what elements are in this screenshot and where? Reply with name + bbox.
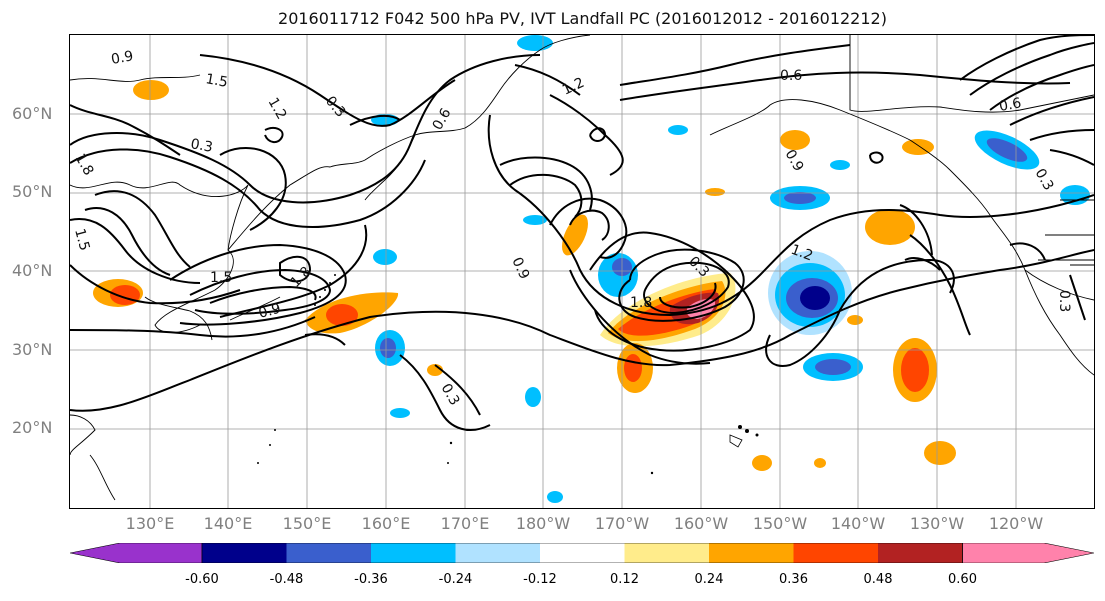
colorbar-tick: -0.36 bbox=[354, 572, 388, 587]
anomaly-positive-midpac bbox=[562, 214, 588, 256]
anomaly-negative-small-1 bbox=[373, 249, 397, 265]
lon-label-130e: 130°E bbox=[125, 514, 175, 533]
anomaly-positive-hawaii bbox=[752, 455, 772, 471]
contour-label: 0.9 bbox=[257, 301, 283, 322]
lon-label-160w: 160°W bbox=[673, 514, 729, 533]
lat-label-40n: 40°N bbox=[12, 261, 53, 280]
map-panel[interactable]: 0.9 1.5 0.3 1.8 1.2 0.6 0.3 1.5 0.9 1.8 … bbox=[69, 34, 1095, 509]
shaded-anomalies bbox=[93, 35, 1090, 503]
colorbar-extend-high bbox=[962, 542, 1095, 564]
contour-label: 0.3 bbox=[189, 136, 214, 156]
colorbar-swatch bbox=[286, 543, 371, 563]
anomaly-negative-small-3 bbox=[668, 125, 688, 135]
colorbar-tick: -0.12 bbox=[523, 572, 557, 587]
colorbar-swatch bbox=[455, 543, 540, 563]
contour-label: 1.8 bbox=[72, 151, 97, 178]
colorbar-swatch bbox=[371, 543, 456, 563]
colorbar-swatch bbox=[624, 543, 709, 563]
anomaly-negative-small-4 bbox=[525, 387, 541, 407]
anomaly-negative-gulf-inner bbox=[784, 192, 816, 204]
lat-label-50n: 50°N bbox=[12, 182, 53, 201]
lat-label-20n: 20°N bbox=[12, 418, 53, 437]
colorbar-svg bbox=[69, 542, 1095, 564]
anomaly-negative-small-9 bbox=[830, 160, 850, 170]
colorbar-swatch bbox=[540, 543, 625, 563]
lon-label-150e: 150°E bbox=[282, 514, 332, 533]
anomaly-negative-small-7 bbox=[390, 408, 410, 418]
contour-label: 1.2 bbox=[560, 75, 587, 99]
anomaly-negative-east-inner bbox=[815, 359, 851, 375]
islands bbox=[257, 274, 759, 475]
contour-label: 0.9 bbox=[508, 255, 532, 282]
colorbar-tick: 0.48 bbox=[863, 572, 893, 587]
contour-label: 0.3 bbox=[322, 93, 349, 120]
map-svg: 0.9 1.5 0.3 1.8 1.2 0.6 0.3 1.5 0.9 1.8 … bbox=[70, 35, 1094, 508]
lon-label-120w: 120°W bbox=[988, 514, 1044, 533]
anomaly-negative-small-8 bbox=[547, 491, 563, 503]
anomaly-negative-small-6 bbox=[517, 35, 553, 51]
contour-label: 1.5 bbox=[204, 71, 229, 91]
colorbar-tick: 0.12 bbox=[610, 572, 639, 587]
lat-label-30n: 30°N bbox=[12, 340, 53, 359]
contour-label: 0.3 bbox=[1032, 166, 1057, 193]
anomaly-negative-main-core bbox=[800, 286, 830, 310]
anomaly-positive-west-inner bbox=[326, 304, 358, 326]
colorbar-swatch bbox=[202, 543, 287, 563]
contour-label: 1.5 bbox=[71, 227, 92, 253]
lon-label-160e: 160°E bbox=[361, 514, 411, 533]
anomaly-positive-small-3 bbox=[847, 315, 863, 325]
map-title: 2016011712 F042 500 hPa PV, IVT Landfall… bbox=[278, 9, 887, 28]
colorbar-swatch bbox=[709, 543, 794, 563]
colorbar-tick: 0.36 bbox=[779, 572, 808, 587]
contour-label: 1.5 bbox=[210, 270, 232, 286]
lon-label-150w: 150°W bbox=[752, 514, 808, 533]
anomaly-negative-bc-inner bbox=[986, 138, 1028, 162]
anomaly-positive-gulf bbox=[865, 209, 915, 245]
colorbar-tick: -0.60 bbox=[185, 572, 219, 587]
lon-label-180w: 180°W bbox=[515, 514, 571, 533]
anomaly-positive-south-inner bbox=[624, 354, 642, 382]
colorbar bbox=[69, 542, 1095, 564]
colorbar-tick: -0.24 bbox=[438, 572, 473, 587]
anomaly-negative-central-inner bbox=[380, 338, 396, 358]
anomaly-negative-small-2 bbox=[523, 215, 547, 225]
anomaly-positive-alaska bbox=[780, 130, 810, 150]
anomaly-positive-siberia bbox=[133, 80, 169, 100]
colorbar-extend-low bbox=[69, 542, 203, 564]
contour-label: 1.2 bbox=[265, 95, 290, 122]
contour-label: 0.9 bbox=[110, 48, 135, 68]
colorbar-tick: 0.24 bbox=[694, 572, 724, 587]
colorbar-swatch bbox=[878, 543, 963, 563]
contour-label: 0.6 bbox=[780, 68, 802, 84]
lon-label-130w: 130°W bbox=[909, 514, 965, 533]
anomaly-positive-small-4 bbox=[705, 188, 725, 196]
contour-label: 0.6 bbox=[430, 106, 455, 133]
anomaly-positive-small-2 bbox=[814, 458, 826, 468]
anomaly-positive-bc bbox=[902, 139, 934, 155]
contour-label: 1.8 bbox=[630, 295, 652, 311]
pv-contours bbox=[70, 35, 1094, 431]
lat-label-60n: 60°N bbox=[12, 104, 53, 123]
contour-label: 0.6 bbox=[998, 95, 1023, 115]
lon-label-140e: 140°E bbox=[203, 514, 253, 533]
anomaly-positive-hawaii-ne bbox=[924, 441, 956, 465]
lon-label-170e: 170°E bbox=[440, 514, 490, 533]
contour-label: 0.3 bbox=[1056, 290, 1072, 312]
contour-label: 0.9 bbox=[782, 147, 807, 174]
lon-label-170w: 170°W bbox=[594, 514, 650, 533]
lon-label-140w: 140°W bbox=[830, 514, 886, 533]
anomaly-positive-east-inner bbox=[901, 348, 929, 392]
colorbar-tick: -0.48 bbox=[269, 572, 304, 587]
contour-label: 1.2 bbox=[789, 242, 815, 265]
colorbar-tick: 0.60 bbox=[948, 572, 977, 587]
colorbar-swatch bbox=[793, 543, 878, 563]
